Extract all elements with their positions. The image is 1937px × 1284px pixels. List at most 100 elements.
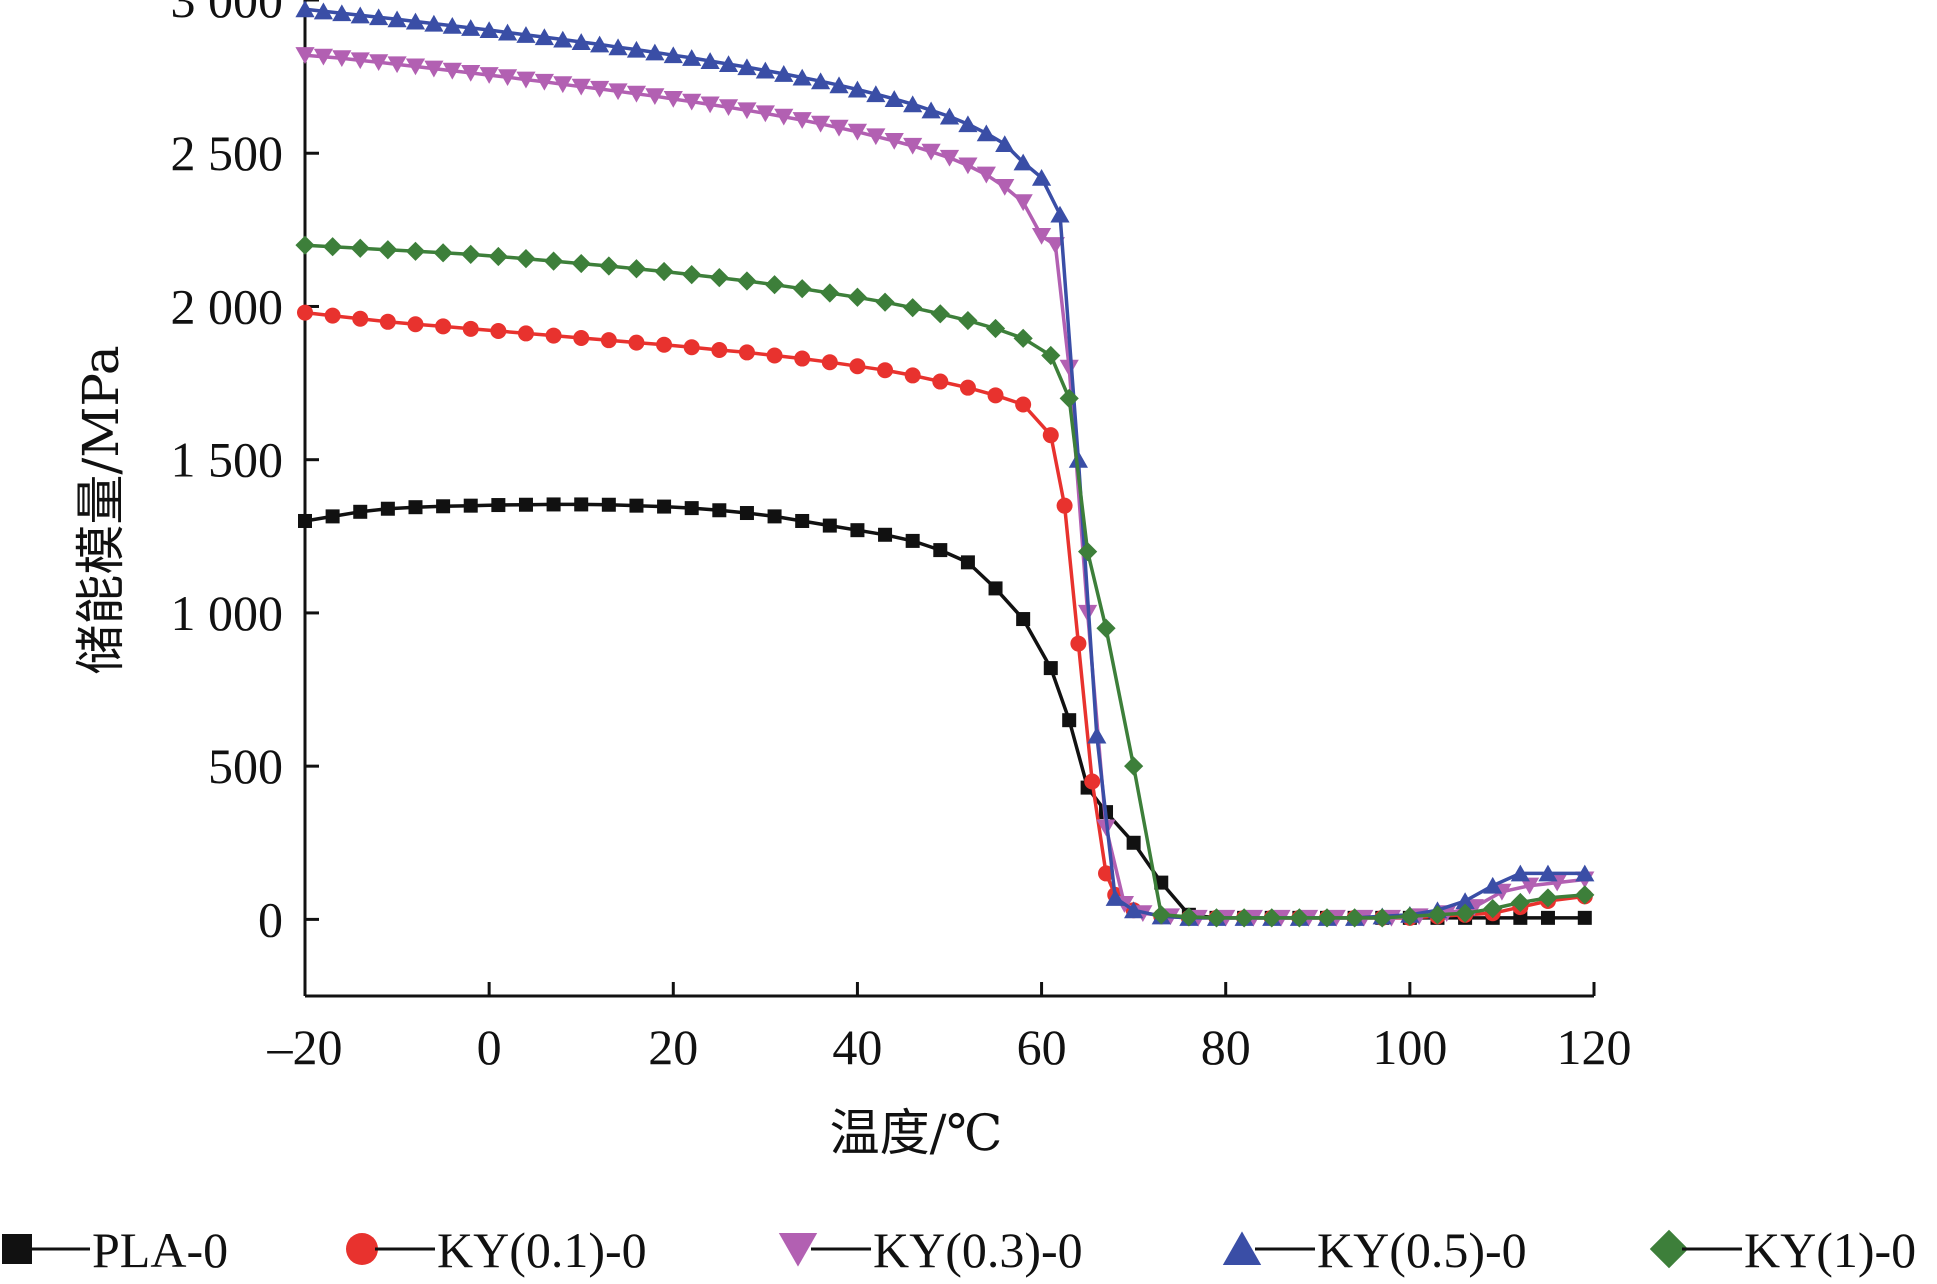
data-point (850, 523, 865, 538)
data-point (332, 50, 352, 68)
data-point (711, 341, 728, 358)
data-point (792, 279, 812, 299)
data-point (1400, 906, 1420, 926)
series-ky-0-1-0 (297, 304, 1593, 926)
data-point (599, 256, 619, 276)
data-point (849, 358, 866, 375)
data-point (590, 80, 610, 98)
data-point (1455, 903, 1475, 923)
legend-marker (778, 1233, 818, 1267)
data-point (932, 373, 949, 390)
data-point (1575, 885, 1595, 905)
data-point (905, 533, 920, 548)
data-point (684, 501, 699, 516)
data-point (1510, 864, 1530, 882)
data-point (904, 367, 921, 384)
data-point (571, 78, 591, 96)
data-point (811, 72, 831, 90)
data-point (379, 313, 396, 330)
legend-marker (1222, 1231, 1262, 1265)
data-point (1519, 877, 1540, 895)
data-point (700, 52, 720, 69)
data-point (479, 21, 499, 39)
data-point (958, 157, 978, 175)
data-point (479, 67, 499, 84)
data-point (682, 93, 702, 111)
data-point (755, 105, 775, 123)
data-point (534, 73, 554, 91)
data-point (462, 320, 479, 337)
data-point (534, 28, 554, 46)
data-point (1575, 864, 1595, 882)
data-point (295, 47, 315, 64)
data-point (405, 241, 426, 261)
data-point (766, 347, 783, 364)
data-point (298, 513, 312, 528)
data-point (829, 76, 849, 94)
data-point (933, 543, 948, 558)
data-point (424, 60, 444, 78)
x-tick-label: 120 (1557, 1019, 1632, 1075)
data-point (461, 19, 481, 36)
data-point (718, 55, 739, 73)
data-point (590, 35, 610, 53)
data-point (960, 555, 975, 570)
chart-ticks: –20 0 20 40 60 80 100 120 0 500 1 000 1 500 2 000 2 5… (171, 0, 1632, 1075)
series-line (304, 7, 1585, 920)
data-point (313, 48, 334, 66)
data-point (1056, 497, 1073, 514)
data-point (1041, 345, 1061, 366)
data-point (543, 251, 564, 271)
data-point (1015, 396, 1032, 413)
data-point (737, 271, 757, 291)
data-point (488, 246, 508, 267)
data-point (350, 238, 370, 258)
data-point (405, 58, 426, 76)
data-point (1540, 910, 1555, 925)
data-point (1013, 153, 1033, 171)
data-point (573, 330, 590, 347)
y-tick-label: 1 000 (171, 585, 284, 641)
legend-item: KY(0.1)-0 (346, 1222, 647, 1278)
data-point (737, 58, 757, 76)
data-point (491, 498, 506, 513)
data-point (553, 30, 573, 48)
series-line (304, 53, 1585, 920)
data-point (875, 292, 895, 312)
chart-axes (303, 0, 1594, 998)
series-pla-0 (298, 497, 1592, 925)
data-point (1042, 427, 1059, 444)
data-point (1070, 635, 1087, 652)
data-point (608, 38, 628, 56)
data-point (1234, 908, 1254, 928)
legend-item: PLA-0 (2, 1222, 228, 1278)
data-point (608, 83, 628, 101)
data-point (767, 509, 782, 524)
data-point (774, 65, 794, 82)
data-point (461, 64, 481, 82)
data-point (903, 137, 923, 155)
data-point (1538, 864, 1558, 882)
data-point (821, 354, 838, 371)
data-point (1031, 227, 1052, 245)
data-point (958, 310, 978, 331)
data-point (369, 8, 389, 26)
series-ky-1-0 (295, 235, 1595, 928)
data-point (709, 268, 729, 288)
data-point (739, 506, 754, 521)
data-point (369, 54, 389, 72)
data-point (1031, 168, 1052, 186)
data-point (792, 68, 812, 86)
data-point (792, 112, 812, 129)
legend-marker (2, 1234, 32, 1264)
legend-label: KY(1)-0 (1744, 1222, 1916, 1278)
data-point (407, 316, 424, 333)
data-point (774, 108, 794, 126)
legend-marker (1649, 1229, 1689, 1269)
legend-marker (346, 1233, 378, 1265)
data-point (877, 362, 894, 379)
data-point (995, 178, 1015, 196)
data-point (405, 12, 426, 30)
data-point (764, 275, 785, 295)
data-point (435, 318, 452, 335)
